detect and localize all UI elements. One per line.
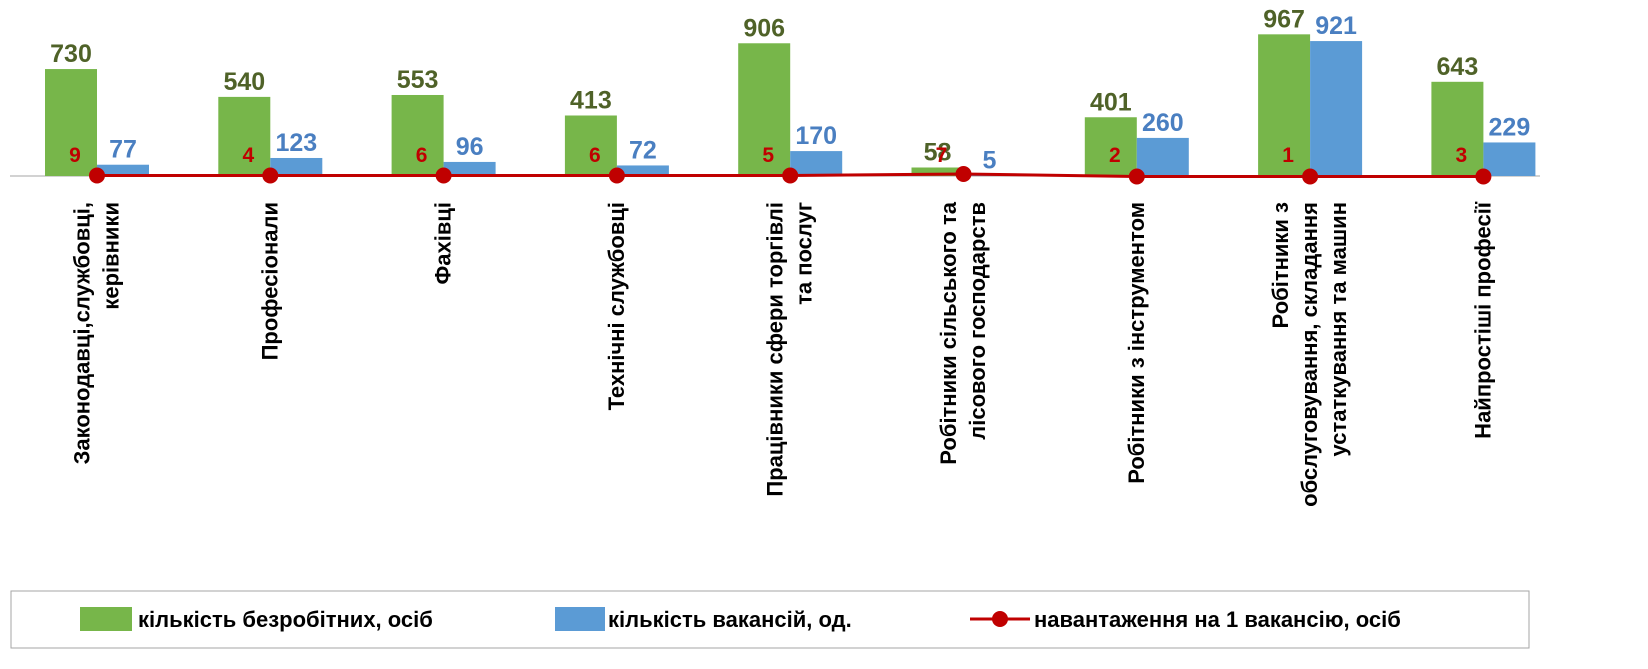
load-marker (1128, 168, 1145, 185)
bar-unemployed (391, 94, 444, 176)
category-label-line: лісового господарств (965, 202, 990, 440)
data-label-unemployed: 58 (924, 139, 952, 167)
legend-label-vacancies: кількість вакансій, од. (608, 607, 852, 632)
category-label-line: Робітники з інструментом (1124, 202, 1149, 484)
data-label-load: 7 (936, 144, 948, 167)
load-marker (782, 167, 799, 184)
data-label-unemployed: 401 (1090, 88, 1132, 116)
bar-vacancies (270, 157, 323, 176)
data-label-vacancies: 5 (983, 146, 997, 174)
legend-swatch-unemployed (80, 607, 132, 631)
data-label-vacancies: 77 (109, 136, 137, 164)
category-label-line: керівники (99, 202, 124, 310)
data-label-vacancies: 72 (629, 136, 657, 164)
category-label-line: Фахівці (431, 202, 456, 285)
data-label-vacancies: 123 (275, 129, 317, 157)
category-label-line: Працівники сфери торгівлі (763, 202, 788, 497)
category-label-line: Професіонали (257, 202, 282, 360)
bars-layer (45, 34, 1536, 177)
load-marker (608, 167, 625, 184)
load-marker (1302, 168, 1319, 185)
bar-vacancies (1136, 137, 1189, 176)
load-marker (435, 167, 452, 184)
legend-swatch-load-marker (992, 611, 1008, 627)
data-label-load: 5 (762, 144, 774, 167)
category-label: Фахівці (431, 202, 456, 285)
legend-border (10, 590, 1530, 649)
data-label-load: 4 (242, 144, 254, 167)
bar-vacancies (1483, 142, 1536, 176)
bar-vacancies (1310, 41, 1363, 176)
category-label-line: Робітники з (1268, 202, 1293, 329)
data-label-unemployed: 540 (223, 68, 265, 96)
data-label-vacancies: 260 (1142, 109, 1184, 137)
category-labels: Законодавці,службовці, керівники Професіон… (70, 201, 1496, 507)
legend-swatch-vacancies (555, 607, 605, 631)
category-label-line: Законодавці,службовці, (70, 202, 95, 464)
category-label: Робітники з обслуговування, складання уста… (1268, 202, 1351, 507)
category-label: Робітники сільського та лісового господар… (936, 201, 990, 464)
category-label: Найпростіші професії (1470, 201, 1495, 439)
bar-unemployed (911, 167, 964, 176)
category-label-line: та послуг (792, 202, 817, 305)
category-label: Законодавці,службовці, керівники (70, 202, 124, 464)
bar-vacancies (790, 151, 843, 176)
bar-unemployed (1431, 81, 1484, 176)
bar-unemployed (564, 115, 617, 176)
data-label-unemployed: 967 (1263, 5, 1305, 33)
data-label-load: 6 (589, 144, 601, 167)
data-label-load: 2 (1109, 144, 1121, 167)
legend: кількість безробітних, осіб кількість ва… (10, 590, 1530, 649)
category-label: Працівники сфери торгівлі та послуг (763, 202, 817, 497)
category-label-line: Найпростіші професії (1470, 201, 1495, 439)
bar-vacancies (616, 165, 669, 176)
data-label-load: 3 (1456, 144, 1468, 167)
load-marker (955, 166, 972, 182)
data-label-unemployed: 413 (570, 86, 612, 114)
data-label-unemployed: 906 (743, 14, 785, 42)
category-label-line: Технічні службовці (604, 202, 629, 410)
bar-vacancies (97, 164, 149, 176)
data-label-unemployed: 643 (1437, 53, 1479, 81)
bar-unemployed (218, 96, 271, 176)
load-marker (1475, 168, 1492, 185)
data-label-vacancies: 921 (1315, 12, 1357, 40)
category-label: Робітники з інструментом (1124, 202, 1149, 484)
legend-label-load: навантаження на 1 вакансію, осіб (1034, 607, 1401, 632)
data-label-unemployed: 730 (50, 40, 92, 68)
data-label-load: 1 (1282, 144, 1294, 167)
bar-unemployed (1084, 117, 1137, 176)
data-label-unemployed: 553 (397, 66, 439, 94)
bar-unemployed (738, 43, 791, 177)
data-label-load: 6 (416, 144, 428, 167)
category-label-line: Робітники сільського та (936, 201, 961, 464)
bar-vacancies (443, 161, 496, 176)
load-marker (89, 167, 105, 184)
data-label-load: 9 (69, 144, 81, 167)
category-label: Професіонали (257, 202, 282, 360)
line-layer (89, 166, 1492, 185)
legend-label-unemployed: кількість безробітних, осіб (138, 607, 433, 632)
category-label-line: устаткування та машин (1326, 202, 1351, 456)
data-label-vacancies: 170 (795, 122, 837, 150)
data-label-vacancies: 229 (1489, 113, 1531, 141)
category-label-line: обслуговування, складання (1297, 202, 1322, 507)
load-marker (262, 167, 279, 184)
category-label: Технічні службовці (604, 202, 629, 410)
bar-unemployed (1258, 34, 1311, 176)
data-label-vacancies: 96 (456, 133, 484, 161)
bar-unemployed (45, 69, 97, 176)
